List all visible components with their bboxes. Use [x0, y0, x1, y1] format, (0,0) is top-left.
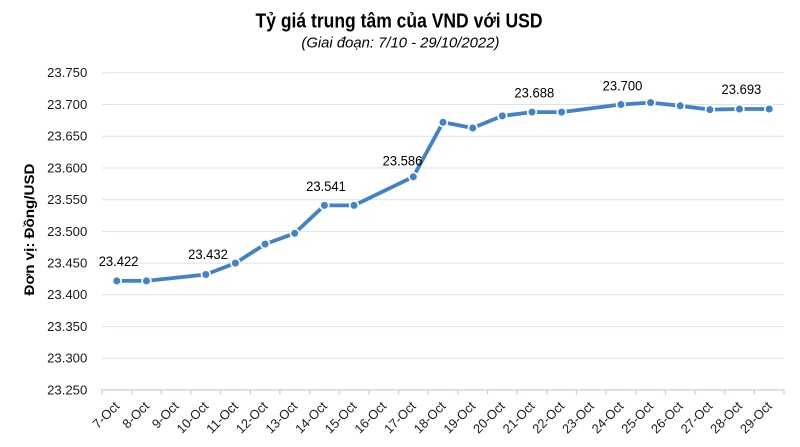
svg-text:23.550: 23.550	[47, 192, 87, 207]
svg-text:23.541: 23.541	[306, 178, 346, 194]
svg-text:23.350: 23.350	[47, 319, 87, 334]
svg-text:23.450: 23.450	[47, 256, 87, 271]
svg-text:23.700: 23.700	[47, 97, 87, 112]
svg-text:23.586: 23.586	[383, 153, 423, 169]
svg-text:23.750: 23.750	[47, 65, 87, 80]
svg-text:Đơn vị: Đồng/USD: Đơn vị: Đồng/USD	[21, 164, 37, 296]
svg-text:23.693: 23.693	[722, 81, 762, 97]
svg-text:23.250: 23.250	[47, 382, 87, 397]
svg-text:23.300: 23.300	[47, 351, 87, 366]
svg-text:23.600: 23.600	[47, 160, 87, 175]
svg-text:23.700: 23.700	[603, 77, 643, 93]
svg-text:23.400: 23.400	[47, 287, 87, 302]
svg-text:23.650: 23.650	[47, 129, 87, 144]
svg-text:Tỷ giá trung tâm của VND với U: Tỷ giá trung tâm của VND với USD	[256, 11, 543, 33]
svg-text:23.422: 23.422	[99, 253, 139, 269]
svg-text:23.500: 23.500	[47, 224, 87, 239]
svg-text:23.688: 23.688	[514, 84, 554, 100]
svg-text:(Giai đoạn: 7/10 - 29/10/2022): (Giai đoạn: 7/10 - 29/10/2022)	[301, 35, 499, 52]
svg-text:23.432: 23.432	[188, 246, 228, 262]
